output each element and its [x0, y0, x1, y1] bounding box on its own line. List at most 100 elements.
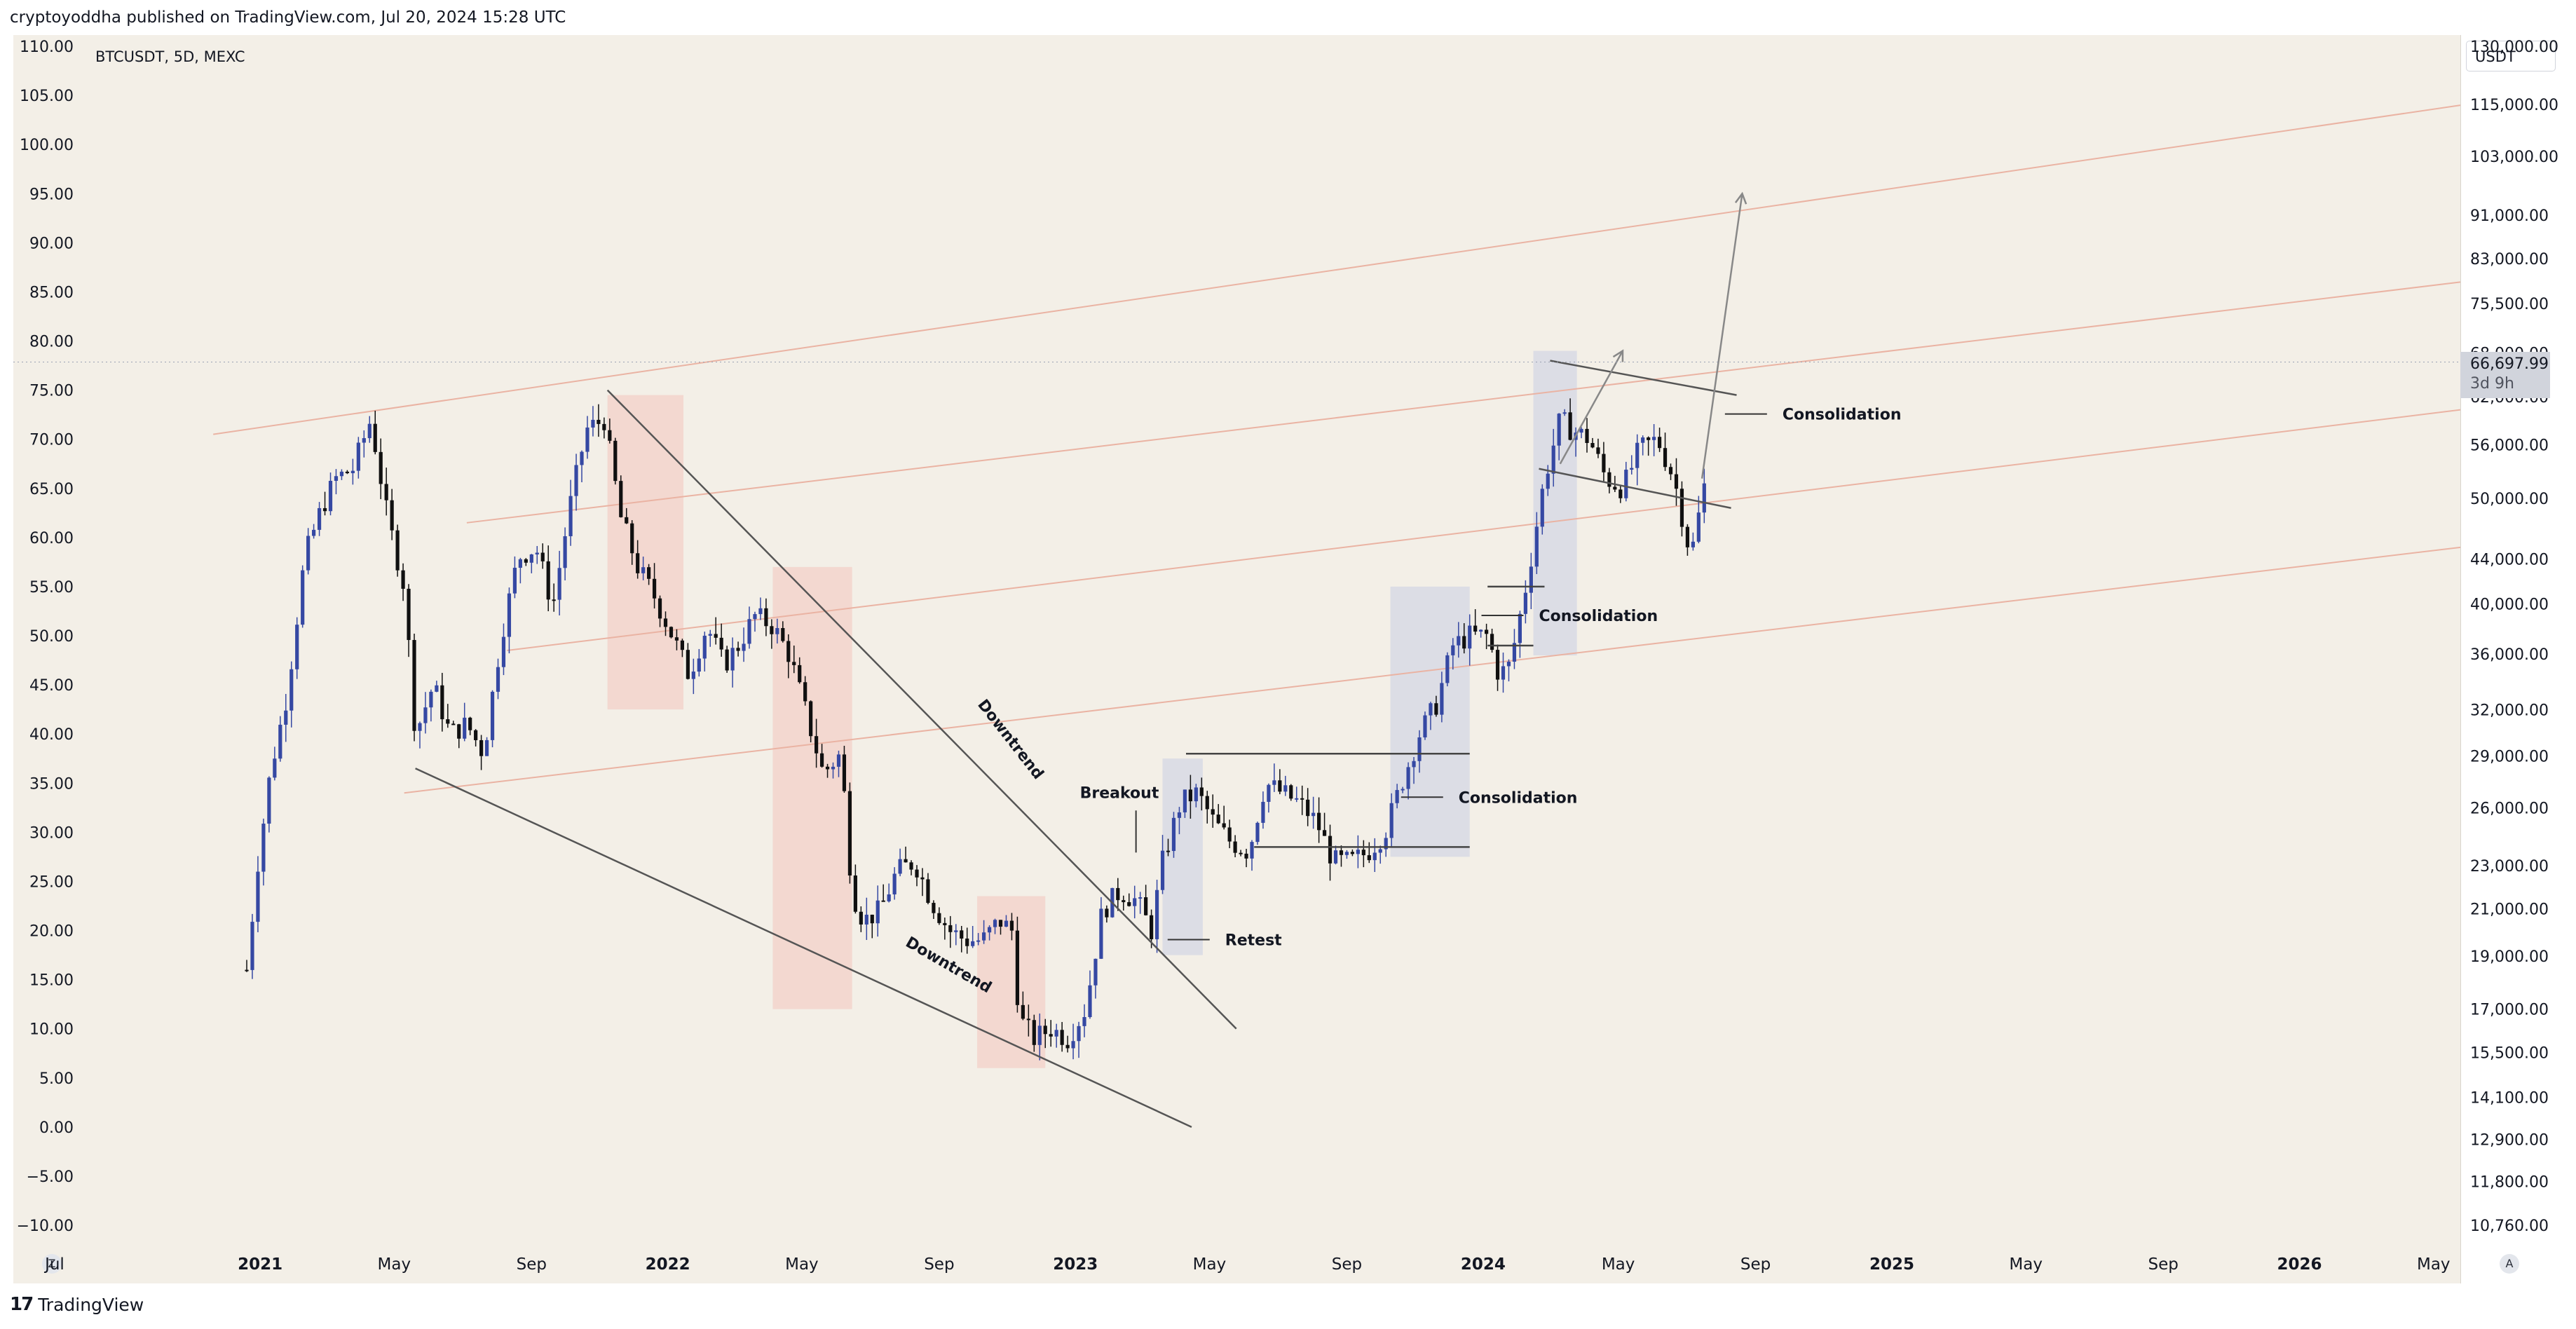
- candle-body: [1679, 489, 1684, 527]
- candle-body: [1194, 787, 1198, 802]
- candle-body: [657, 598, 662, 619]
- candle-body: [345, 471, 350, 474]
- candle-body: [1311, 812, 1316, 817]
- trendline-3: [1539, 468, 1731, 510]
- zone-1: [772, 566, 852, 1009]
- candle-body: [574, 465, 578, 496]
- candle-body: [479, 740, 484, 756]
- candle-body: [256, 871, 260, 922]
- candle-body: [1105, 908, 1109, 918]
- candle-body: [1183, 789, 1187, 812]
- x-axis-tick: May: [1193, 1255, 1227, 1274]
- candle-body: [1350, 852, 1355, 854]
- zone-4: [1390, 586, 1470, 857]
- currency-selector[interactable]: USDT: [2466, 41, 2556, 71]
- candle-body: [1585, 428, 1589, 443]
- annotation-label-5: Consolidation: [1539, 608, 1658, 625]
- last-price-value: 66,697.99: [2470, 355, 2549, 374]
- channel-line-3: [404, 546, 2461, 794]
- x-axis-tick: 2022: [646, 1255, 690, 1274]
- right-axis-tick: 26,000.00: [2470, 800, 2549, 817]
- candle-body: [864, 914, 868, 925]
- left-axis-tick: 30.00: [29, 824, 74, 842]
- candle-body: [490, 691, 495, 740]
- x-axis-tick: Sep: [924, 1255, 954, 1274]
- x-axis-tick: 2023: [1053, 1255, 1098, 1274]
- left-axis-tick: 20.00: [29, 923, 74, 941]
- candle-body: [1529, 566, 1533, 593]
- candle-body: [954, 930, 958, 932]
- candle-body: [971, 941, 975, 946]
- trendline-0: [606, 389, 1237, 1030]
- candle-body: [1495, 650, 1500, 680]
- candle-body: [312, 529, 316, 536]
- right-axis-tick: 75,500.00: [2470, 296, 2549, 313]
- candle-body: [518, 559, 522, 568]
- annotation-label-6: Consolidation: [1783, 407, 1902, 424]
- candle-body: [948, 925, 953, 932]
- candle-body: [1602, 454, 1606, 472]
- candle-body: [367, 423, 372, 439]
- arrow-head-1: [1734, 191, 1747, 205]
- candle-body: [322, 507, 327, 512]
- channel-line-1: [466, 281, 2461, 524]
- candle-body: [306, 536, 311, 571]
- candle-body: [798, 664, 802, 683]
- left-axis-tick: 75.00: [29, 383, 74, 400]
- right-axis-tick: 10,760.00: [2470, 1218, 2549, 1235]
- candle-body: [284, 710, 288, 725]
- zoom-z-button[interactable]: Z: [42, 1254, 62, 1274]
- candle-body: [1188, 789, 1192, 802]
- candle-body: [1199, 787, 1204, 796]
- candle-body: [1590, 442, 1595, 448]
- right-axis-tick: 23,000.00: [2470, 858, 2549, 875]
- candle-body: [563, 536, 567, 568]
- right-axis-tick: 44,000.00: [2470, 551, 2549, 568]
- candle-body: [379, 451, 383, 484]
- candle-body: [847, 791, 852, 876]
- left-axis-tick: 90.00: [29, 235, 74, 252]
- candle-body: [1138, 897, 1143, 899]
- chart-area[interactable]: [13, 35, 2460, 1283]
- right-axis-tick: 14,100.00: [2470, 1090, 2549, 1108]
- candle-body: [619, 481, 623, 517]
- candle-body: [501, 636, 506, 667]
- candle-body: [1702, 483, 1706, 513]
- candle-body: [898, 859, 902, 874]
- candle-body: [998, 920, 1003, 927]
- candle-body: [1289, 785, 1293, 799]
- candle-body: [1166, 850, 1171, 852]
- candle-body: [1127, 902, 1131, 906]
- candle-body: [1144, 897, 1148, 915]
- left-axis-tick: 10.00: [29, 1021, 74, 1039]
- x-axis-tick: May: [2009, 1255, 2043, 1274]
- price-axis[interactable]: [2460, 35, 2564, 1283]
- footer-brand[interactable]: 17 TradingView: [10, 1294, 144, 1315]
- candle-body: [1641, 437, 1645, 443]
- left-axis-tick: 65.00: [29, 481, 74, 498]
- candle-body: [384, 484, 388, 500]
- candle-body: [965, 938, 969, 946]
- candle-body: [1222, 823, 1226, 828]
- candle-body: [529, 554, 533, 563]
- left-axis-tick: 50.00: [29, 628, 74, 646]
- candle-body: [289, 669, 294, 711]
- right-axis-tick: 50,000.00: [2470, 491, 2549, 508]
- candle-body: [1267, 784, 1271, 802]
- auto-scale-button[interactable]: A: [2500, 1254, 2519, 1274]
- right-axis-tick: 21,000.00: [2470, 901, 2549, 919]
- candle-body: [1032, 1020, 1036, 1045]
- candle-body: [1339, 850, 1344, 855]
- candle-body: [870, 914, 874, 924]
- right-axis-tick: 29,000.00: [2470, 749, 2549, 766]
- candle-body: [339, 471, 344, 477]
- candle-body: [1440, 683, 1444, 715]
- left-axis-tick: 70.00: [29, 432, 74, 449]
- right-axis-tick: 36,000.00: [2470, 646, 2549, 664]
- candle-body: [786, 641, 791, 662]
- candle-body: [960, 930, 964, 939]
- candle-body: [613, 440, 618, 482]
- candle-body: [1250, 842, 1254, 859]
- candle-body: [1244, 853, 1248, 859]
